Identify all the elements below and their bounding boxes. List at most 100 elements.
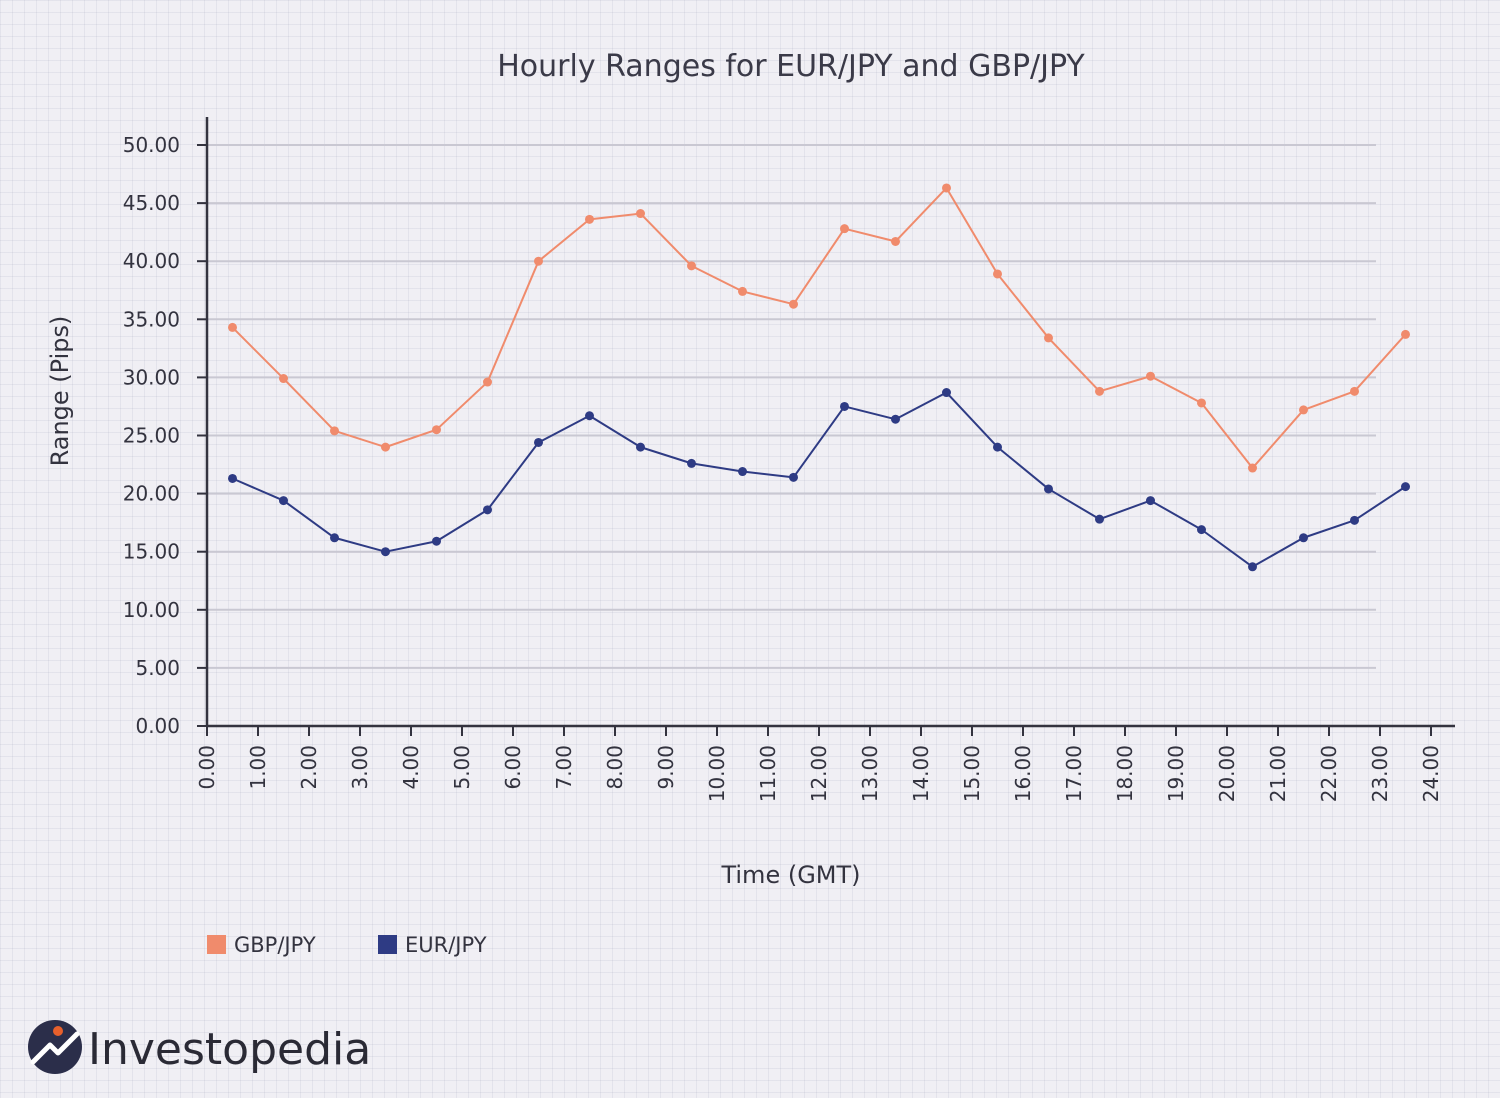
legend-item-gbp-jpy: GBP/JPY xyxy=(207,933,316,957)
x-axis-ticks: 0.00 1.00 2.00 3.00 4.00 5.00 6.00 7.00 8.00 9.00… xyxy=(195,726,1443,802)
data-point xyxy=(381,547,390,557)
data-point xyxy=(993,269,1002,279)
x-tick-label: 4.00 xyxy=(399,745,423,790)
data-point xyxy=(585,411,594,421)
y-tick-label: 5.00 xyxy=(135,656,180,680)
y-tick-label: 50.00 xyxy=(123,133,180,157)
data-point xyxy=(381,442,390,452)
data-point xyxy=(483,505,492,515)
x-tick-label: 10.00 xyxy=(705,745,729,802)
data-point xyxy=(1350,386,1359,396)
x-tick-label: 2.00 xyxy=(297,745,321,790)
y-tick-label: 35.00 xyxy=(123,307,180,331)
data-point xyxy=(1197,525,1206,535)
x-tick-label: 14.00 xyxy=(909,745,933,802)
data-point xyxy=(534,256,543,266)
data-point xyxy=(789,472,798,482)
x-tick-label: 7.00 xyxy=(552,745,576,790)
x-tick-label: 13.00 xyxy=(858,745,882,802)
data-point xyxy=(1299,533,1308,543)
data-point xyxy=(738,286,747,296)
brand-name: Investopedia xyxy=(88,1024,371,1075)
data-point xyxy=(1146,496,1155,506)
data-point xyxy=(687,458,696,468)
x-tick-label: 24.00 xyxy=(1419,745,1443,802)
y-axis-ticks: 0.00 5.00 10.00 15.00 20.00 25.00 30.00 35.00 40… xyxy=(123,133,207,738)
x-tick-label: 18.00 xyxy=(1113,745,1137,802)
data-point xyxy=(1401,329,1410,339)
data-point xyxy=(432,425,441,435)
data-point xyxy=(636,209,645,219)
x-tick-label: 1.00 xyxy=(246,745,270,790)
data-point xyxy=(279,496,288,506)
data-point xyxy=(1299,405,1308,415)
series-line xyxy=(231,186,1407,470)
x-tick-label: 12.00 xyxy=(807,745,831,802)
data-point xyxy=(840,224,849,234)
x-tick-label: 8.00 xyxy=(603,745,627,790)
x-tick-label: 3.00 xyxy=(348,745,372,790)
data-point xyxy=(1146,371,1155,381)
data-point xyxy=(1044,333,1053,343)
x-tick-label: 6.00 xyxy=(501,745,525,790)
legend: GBP/JPY EUR/JPY xyxy=(207,933,487,957)
x-tick-label: 20.00 xyxy=(1215,745,1239,802)
x-tick-label: 17.00 xyxy=(1062,745,1086,802)
chart-title: Hourly Ranges for EUR/JPY and GBP/JPY xyxy=(497,49,1085,84)
data-point xyxy=(738,467,747,477)
data-point xyxy=(1095,386,1104,396)
data-point xyxy=(891,414,900,424)
data-point xyxy=(330,426,339,436)
data-point xyxy=(330,533,339,543)
x-tick-label: 5.00 xyxy=(450,745,474,790)
data-point xyxy=(228,322,237,332)
legend-label: GBP/JPY xyxy=(234,933,316,957)
series-eur-jpy xyxy=(228,388,1410,572)
data-point xyxy=(636,442,645,452)
y-tick-label: 0.00 xyxy=(135,714,180,738)
data-point xyxy=(1401,482,1410,492)
y-tick-label: 40.00 xyxy=(123,249,180,273)
data-point xyxy=(840,401,849,411)
data-point xyxy=(891,236,900,246)
y-tick-label: 25.00 xyxy=(123,424,180,448)
legend-label: EUR/JPY xyxy=(405,933,487,957)
x-tick-label: 19.00 xyxy=(1164,745,1188,802)
data-point xyxy=(585,214,594,224)
y-tick-label: 15.00 xyxy=(123,540,180,564)
series-layer xyxy=(228,183,1410,572)
data-point xyxy=(1044,484,1053,494)
legend-swatch xyxy=(378,935,397,954)
x-axis-label: Time (GMT) xyxy=(720,861,860,889)
y-tick-label: 10.00 xyxy=(123,598,180,622)
y-tick-label: 30.00 xyxy=(123,365,180,389)
data-point xyxy=(534,437,543,447)
data-point xyxy=(483,377,492,387)
data-point xyxy=(279,374,288,384)
x-tick-label: 0.00 xyxy=(195,745,219,790)
data-point xyxy=(1095,514,1104,524)
investopedia-logo: Investopedia xyxy=(28,1020,371,1075)
y-tick-label: 45.00 xyxy=(123,191,180,215)
data-point xyxy=(1350,515,1359,525)
legend-item-eur-jpy: EUR/JPY xyxy=(378,933,487,957)
data-point xyxy=(942,388,951,398)
data-point xyxy=(1248,463,1257,473)
y-tick-label: 20.00 xyxy=(123,482,180,506)
x-tick-label: 21.00 xyxy=(1266,745,1290,802)
data-point xyxy=(942,183,951,193)
data-point xyxy=(1197,398,1206,408)
x-tick-label: 22.00 xyxy=(1317,745,1341,802)
data-point xyxy=(993,442,1002,452)
data-point xyxy=(1248,562,1257,572)
data-point xyxy=(228,473,237,483)
data-point xyxy=(789,299,798,309)
y-axis-label: Range (Pips) xyxy=(46,316,74,467)
data-point xyxy=(687,261,696,271)
logo-dot-icon xyxy=(53,1026,63,1036)
data-point xyxy=(432,536,441,546)
x-tick-label: 16.00 xyxy=(1011,745,1035,802)
x-tick-label: 23.00 xyxy=(1368,745,1392,802)
x-tick-label: 9.00 xyxy=(654,745,678,790)
